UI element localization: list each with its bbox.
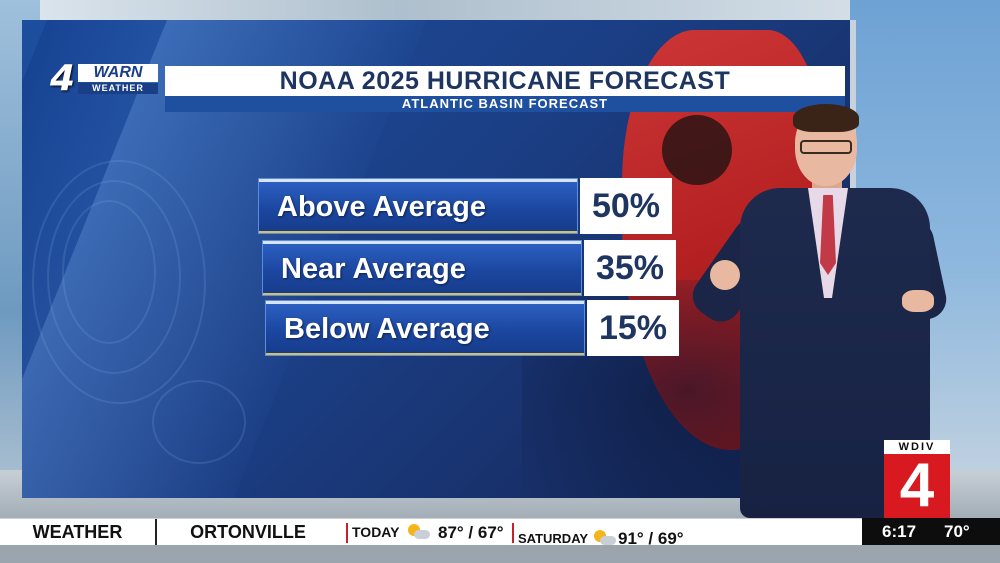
ticker-separator [346, 523, 348, 543]
ticker-day-saturday: SATURDAY 91° / 69° [512, 523, 688, 552]
presenter-hair [793, 104, 859, 132]
forecast-label: Above Average [258, 178, 578, 234]
day-temps: 91° / 69° [618, 529, 684, 548]
station-channel-number: 4 [884, 454, 950, 518]
studio-ceiling [0, 0, 1000, 22]
weather-ticker: WEATHER ORTONVILLE TODAY 87° / 67° SATUR… [0, 518, 1000, 548]
partly-sunny-icon [594, 530, 616, 546]
ticker-clock: 6:17 70° [862, 518, 1000, 545]
presenter-hand-right [902, 290, 934, 312]
graphic-subtitle: ATLANTIC BASIN FORECAST [165, 96, 845, 112]
hurricane-eye-graphic [662, 115, 732, 185]
forecast-label: Near Average [262, 240, 582, 296]
ticker-separator [512, 523, 514, 543]
forecast-probability: 50% [580, 178, 672, 234]
forecast-probability: 35% [584, 240, 676, 296]
day-temps: 87° / 67° [438, 523, 504, 542]
logo-sub: WEATHER [78, 83, 158, 94]
presenter-tie [820, 195, 836, 275]
station-call-letters: WDIV [884, 440, 950, 454]
ticker-location: ORTONVILLE [190, 522, 306, 542]
ticker-lower-strip [0, 545, 1000, 563]
forecast-probability: 15% [587, 300, 679, 356]
ticker-category: WEATHER [0, 519, 157, 546]
current-temperature: 70° [944, 522, 970, 541]
station-bug: WDIV 4 [884, 440, 950, 518]
forecast-label: Below Average [265, 300, 585, 356]
contour-line [32, 160, 206, 404]
ticker-day-today: TODAY 87° / 67° [346, 519, 512, 546]
day-name: SATURDAY [518, 531, 589, 546]
partly-sunny-icon [408, 524, 430, 540]
logo-brand: WARN [78, 64, 158, 82]
4warn-weather-logo: 4 WARN WEATHER [50, 58, 162, 99]
graphic-title: NOAA 2025 HURRICANE FORECAST [165, 66, 845, 96]
contour-line [152, 380, 246, 464]
presenter-glasses [800, 140, 852, 154]
presenter-hand-left [710, 260, 740, 290]
day-name: TODAY [352, 524, 400, 540]
current-time: 6:17 [882, 522, 917, 541]
logo-number: 4 [50, 58, 76, 99]
